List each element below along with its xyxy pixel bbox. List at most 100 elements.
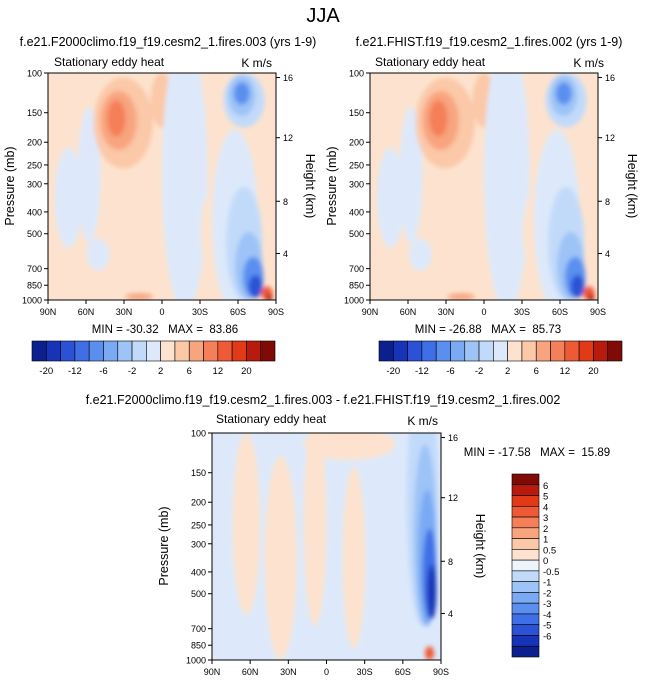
colorbar-top-box [103, 340, 119, 362]
colorbar-bottom-box [511, 570, 540, 582]
x-tick-label: 90S [590, 307, 606, 317]
y2-tick-label: 16 [283, 73, 293, 83]
colorbar-top-label: 12 [213, 366, 224, 377]
x-tick-label: 90N [204, 667, 221, 677]
colorbar-bottom-label: 6 [543, 481, 548, 492]
colorbar-top-right-label: 2 [505, 366, 510, 377]
contour-region [447, 293, 475, 300]
colorbar-top-box [74, 340, 90, 362]
colorbar-top-right-box [407, 340, 423, 362]
y-tick-label: 150 [27, 108, 42, 118]
colorbar-top-right-box [435, 340, 451, 362]
colorbar-top-right-label: 12 [560, 366, 571, 377]
y-tick-label: 700 [349, 264, 364, 274]
y-tick-label: 500 [27, 229, 42, 239]
contour-region [376, 147, 405, 248]
y-tick-label: 850 [27, 281, 42, 291]
colorbar-top-right-box [478, 340, 494, 362]
y2-tick-label: 8 [448, 557, 453, 567]
contour-region [264, 455, 297, 660]
contour-region [303, 433, 396, 461]
colorbar-top-label: -20 [39, 366, 53, 377]
contour-region [424, 646, 435, 660]
colorbar-top-right-box [392, 340, 408, 362]
colorbar-top-right-label: 20 [588, 366, 599, 377]
panel-2-ylabel: Pressure (mb) [325, 146, 339, 225]
colorbar-top: -20 -12 -6 -2 2 6 12 20 -20 -12 -6 -2 2 6 12 20 [31, 340, 623, 377]
colorbar-top-label: 6 [187, 366, 192, 377]
panel-2-title: f.e21.FHIST.f19_f19.cesm2_1.fires.002 (y… [356, 35, 623, 49]
colorbar-top-right-box [593, 340, 609, 362]
x-tick-label: 90N [40, 307, 57, 317]
y-tick-label: 300 [27, 179, 42, 189]
x-tick-label: 30S [514, 307, 530, 317]
colorbar-bottom-label: 5 [543, 492, 548, 503]
y-tick-label: 100 [27, 69, 42, 79]
x-tick-label: 60N [242, 667, 259, 677]
panel-3-axes: 90N 60N 30N 0 30S 60S 90S 100 150 200 250 300 400 500… [186, 429, 458, 678]
y-tick-label: 200 [191, 498, 206, 508]
colorbar-bottom-label: -0.5 [543, 567, 559, 578]
panel-3: f.e21.F2000climo.f19_f19.cesm2_1.fires.0… [86, 393, 610, 678]
colorbar-top-box [217, 340, 233, 362]
y2-tick-label: 12 [605, 133, 615, 143]
colorbar-bottom-box [511, 473, 540, 486]
contour-region [125, 293, 153, 300]
colorbar-bottom-box [511, 484, 540, 496]
y-tick-label: 700 [191, 624, 206, 634]
x-tick-label: 30N [280, 667, 297, 677]
panel-1-y2label: Height (km) [303, 154, 317, 219]
y-tick-label: 300 [349, 179, 364, 189]
panel-2-units: K m/s [573, 56, 604, 70]
y-tick-label: 500 [349, 229, 364, 239]
y-tick-label: 300 [191, 539, 206, 549]
panel-1-field [48, 73, 276, 300]
x-tick-label: 90S [433, 667, 449, 677]
colorbar-top-right-box [464, 340, 480, 362]
y2-tick-label: 16 [605, 73, 615, 83]
colorbar-bottom-box [511, 549, 540, 561]
panel-3-y2label: Height (km) [473, 514, 487, 579]
colorbar-bottom-box [511, 635, 540, 647]
colorbar-bottom-box [511, 495, 540, 507]
colorbar-top-box [188, 340, 204, 362]
colorbar-top-right-box [421, 340, 437, 362]
x-tick-label: 30N [438, 307, 455, 317]
contour-region [162, 73, 208, 300]
y-tick-label: 1000 [22, 296, 42, 306]
y2-tick-label: 4 [605, 249, 610, 259]
colorbar-bottom-label: -6 [543, 631, 551, 642]
y-tick-label: 400 [191, 567, 206, 577]
colorbar-top-right-label: -2 [475, 366, 483, 377]
colorbar-top-box [260, 340, 276, 362]
colorbar-top-right-label: 6 [534, 366, 539, 377]
colorbar-top-box [45, 340, 61, 362]
colorbar-bottom-box [511, 602, 540, 615]
y-tick-label: 200 [27, 138, 42, 148]
y-tick-label: 400 [27, 207, 42, 217]
colorbar-top-box [117, 340, 133, 362]
colorbar-bottom-label: 2 [543, 524, 548, 535]
y-tick-label: 400 [349, 207, 364, 217]
colorbar-top-box [131, 340, 147, 362]
colorbar-top-right-box [564, 340, 580, 362]
panel-2-axes: 90N 60N 30N 0 30S 60S 90S 100 150 200 250 300 400 500… [344, 69, 615, 318]
contour-region [86, 238, 110, 271]
y-tick-label: 100 [349, 69, 364, 79]
colorbar-bottom-label: 1 [543, 535, 548, 546]
y2-tick-label: 8 [283, 197, 288, 207]
colorbar-top-right-box [507, 340, 523, 362]
field-contours [54, 73, 273, 300]
colorbar-top-right-box [535, 340, 551, 362]
colorbar-top-box [231, 340, 247, 362]
colorbar-bottom-box [511, 505, 540, 518]
y2-tick-label: 8 [605, 197, 610, 207]
y-tick-label: 150 [191, 468, 206, 478]
colorbar-top-right-box [450, 340, 466, 362]
colorbar-bottom-box [511, 645, 540, 658]
colorbar-top-label: -12 [68, 366, 82, 377]
y-tick-label: 850 [349, 281, 364, 291]
panel-2-stats: MIN = -26.88 MAX = 85.73 [415, 324, 561, 336]
